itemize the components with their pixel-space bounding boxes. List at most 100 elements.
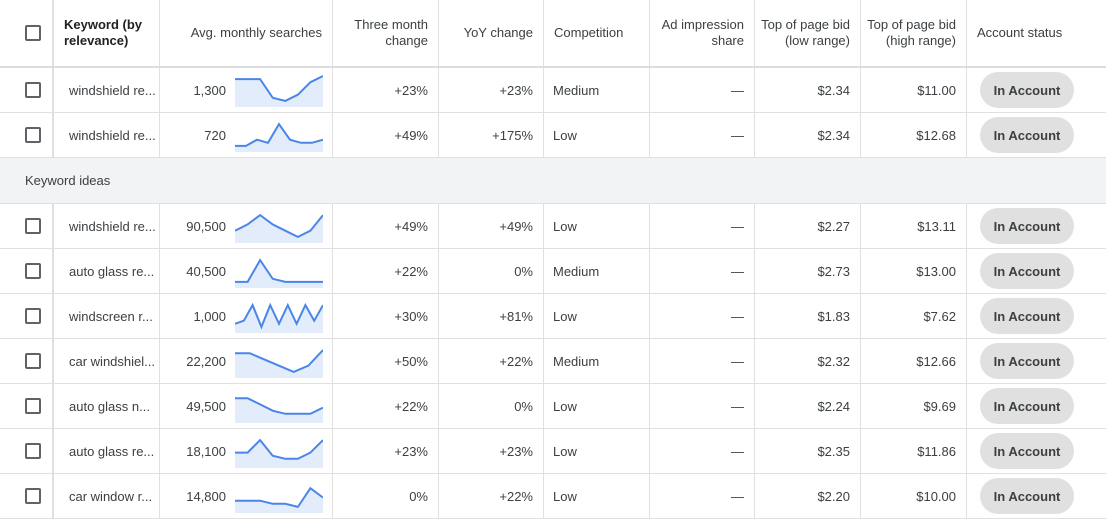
sparkline-area xyxy=(235,398,323,423)
bid-high-cell: $9.69 xyxy=(861,384,967,428)
row-checkbox[interactable] xyxy=(25,353,41,369)
in-account-button[interactable]: In Account xyxy=(980,433,1074,469)
ad-share-value: — xyxy=(731,398,744,414)
in-account-button[interactable]: In Account xyxy=(980,478,1074,514)
in-account-button[interactable]: In Account xyxy=(980,298,1074,334)
yoy-value: +22% xyxy=(499,488,533,504)
three-month-value: +23% xyxy=(394,443,428,459)
row-checkbox[interactable] xyxy=(25,488,41,504)
header-bid-high[interactable]: Top of page bid (high range) xyxy=(861,0,967,66)
bid-low-value: $1.83 xyxy=(817,308,850,324)
ad-share-value: — xyxy=(731,127,744,143)
competition-cell: Low xyxy=(544,204,650,248)
bid-high-value: $10.00 xyxy=(916,488,956,504)
keyword-text[interactable]: car window r... xyxy=(69,488,153,504)
avg-searches-value: 40,500 xyxy=(186,263,226,279)
row-checkbox[interactable] xyxy=(25,82,41,98)
keyword-text[interactable]: windscreen r... xyxy=(69,308,153,324)
table-row: auto glass re... 18,100 +23% +23% Low — … xyxy=(0,429,1106,474)
in-account-button[interactable]: In Account xyxy=(980,208,1074,244)
sparkline-line xyxy=(235,302,323,330)
header-account-status[interactable]: Account status xyxy=(967,0,1106,66)
header-keyword[interactable]: Keyword (by relevance) xyxy=(53,0,160,66)
account-status-cell: In Account xyxy=(967,294,1106,338)
section-keyword-ideas: Keyword ideas xyxy=(0,158,1106,204)
account-status-cell: In Account xyxy=(967,429,1106,473)
table-row: car window r... 14,800 0% +22% Low — $2.… xyxy=(0,474,1106,519)
trend-sparkline[interactable] xyxy=(235,118,323,152)
row-checkbox[interactable] xyxy=(25,398,41,414)
trend-sparkline[interactable] xyxy=(235,299,323,333)
keyword-cell: windscreen r... xyxy=(53,294,160,338)
bid-high-value: $11.00 xyxy=(917,82,956,98)
three-month-value: +49% xyxy=(394,218,428,234)
row-checkbox[interactable] xyxy=(25,443,41,459)
competition-cell: Low xyxy=(544,294,650,338)
in-account-button[interactable]: In Account xyxy=(980,388,1074,424)
bid-high-cell: $7.62 xyxy=(861,294,967,338)
three-month-value: +49% xyxy=(394,127,428,143)
keyword-text[interactable]: auto glass re... xyxy=(69,263,155,279)
row-checkbox[interactable] xyxy=(25,127,41,143)
keyword-text[interactable]: car windshiel... xyxy=(69,353,155,369)
keyword-text[interactable]: auto glass re... xyxy=(69,443,155,459)
keyword-text[interactable]: windshield re... xyxy=(69,127,156,143)
table-row: auto glass re... 40,500 +22% 0% Medium —… xyxy=(0,249,1106,294)
keyword-text[interactable]: auto glass n... xyxy=(69,398,150,414)
yoy-cell: 0% xyxy=(439,249,544,293)
yoy-cell: +175% xyxy=(439,113,544,157)
competition-value: Low xyxy=(553,308,577,324)
avg-searches-cell: 49,500 xyxy=(160,384,333,428)
ad-share-value: — xyxy=(731,263,744,279)
row-checkbox[interactable] xyxy=(25,218,41,234)
ad-share-cell: — xyxy=(650,294,755,338)
account-status-cell: In Account xyxy=(967,204,1106,248)
keyword-cell: windshield re... xyxy=(53,113,160,157)
trend-sparkline[interactable] xyxy=(235,479,323,513)
in-account-button[interactable]: In Account xyxy=(980,117,1074,153)
row-checkbox[interactable] xyxy=(25,263,41,279)
bid-low-value: $2.27 xyxy=(817,218,850,234)
table-row: auto glass n... 49,500 +22% 0% Low — $2.… xyxy=(0,384,1106,429)
trend-sparkline[interactable] xyxy=(235,344,323,378)
table-row: windshield re... 90,500 +49% +49% Low — … xyxy=(0,204,1106,249)
row-checkbox[interactable] xyxy=(25,308,41,324)
section-keyword-ideas-label: Keyword ideas xyxy=(25,173,111,188)
select-all-checkbox[interactable] xyxy=(25,25,41,41)
trend-sparkline[interactable] xyxy=(235,73,323,107)
sparkline-area xyxy=(235,440,323,468)
header-bid-low[interactable]: Top of page bid (low range) xyxy=(755,0,861,66)
in-account-button[interactable]: In Account xyxy=(980,343,1074,379)
sparkline-line xyxy=(235,75,323,102)
bid-high-value: $12.66 xyxy=(916,353,956,369)
trend-sparkline[interactable] xyxy=(235,389,323,423)
table-row: car windshiel... 22,200 +50% +22% Medium… xyxy=(0,339,1106,384)
row-checkbox-cell xyxy=(0,339,53,383)
header-ad-impression[interactable]: Ad impression share xyxy=(650,0,755,66)
header-competition[interactable]: Competition xyxy=(544,0,650,66)
keyword-cell: auto glass n... xyxy=(53,384,160,428)
header-yoy[interactable]: YoY change xyxy=(439,0,544,66)
yoy-value: 0% xyxy=(514,398,533,414)
trend-sparkline[interactable] xyxy=(235,209,323,243)
header-avg-searches[interactable]: Avg. monthly searches xyxy=(160,0,333,66)
header-avg-searches-label: Avg. monthly searches xyxy=(190,25,322,40)
yoy-value: +23% xyxy=(499,82,533,98)
bid-high-cell: $13.11 xyxy=(861,204,967,248)
bid-low-cell: $2.20 xyxy=(755,474,861,518)
header-three-month[interactable]: Three month change xyxy=(333,0,439,66)
keyword-cell: car windshiel... xyxy=(53,339,160,383)
in-account-button[interactable]: In Account xyxy=(980,253,1074,289)
row-checkbox-cell xyxy=(0,249,53,293)
in-account-button[interactable]: In Account xyxy=(980,72,1074,108)
bid-low-value: $2.20 xyxy=(817,488,850,504)
account-status-cell: In Account xyxy=(967,249,1106,293)
keyword-text[interactable]: windshield re... xyxy=(69,218,156,234)
trend-sparkline[interactable] xyxy=(235,434,323,468)
bid-low-cell: $2.32 xyxy=(755,339,861,383)
table-row: windshield re... 720 +49% +175% Low — $2… xyxy=(0,113,1106,158)
keyword-text[interactable]: windshield re... xyxy=(69,82,156,98)
trend-sparkline[interactable] xyxy=(235,254,323,288)
bid-low-value: $2.73 xyxy=(817,263,850,279)
row-checkbox-cell xyxy=(0,113,53,157)
